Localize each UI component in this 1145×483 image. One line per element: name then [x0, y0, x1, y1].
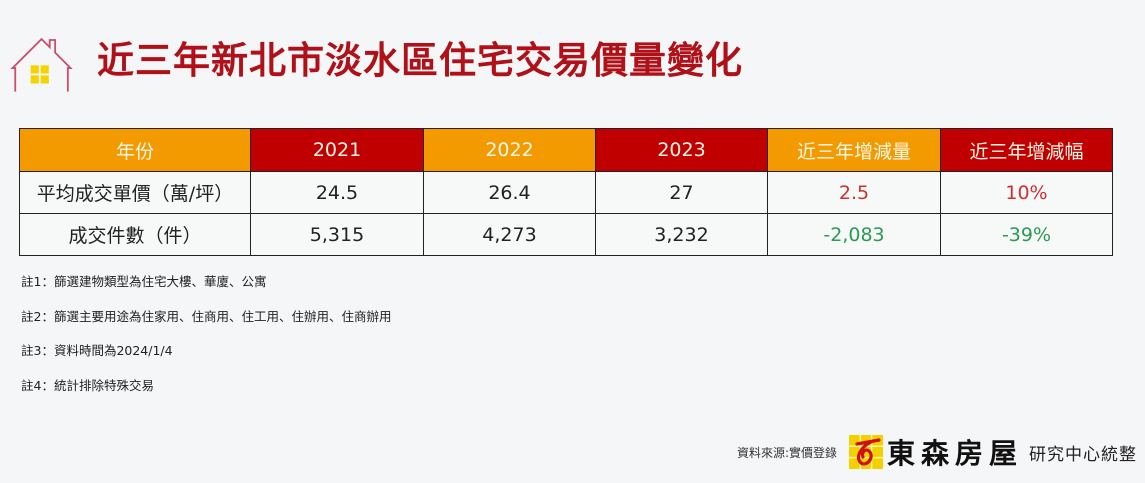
header-change: 近三年增減量 — [767, 128, 941, 172]
header-2023: 2023 — [595, 128, 768, 172]
cell-2021: 24.5 — [250, 171, 424, 214]
brand-logo-icon — [848, 435, 883, 469]
footer: 資料來源:實價登錄 東森房屋 研究中心統整 — [737, 432, 1137, 472]
note-3: 註3：資料時間為2024/1/4 — [21, 343, 173, 358]
cell-change: 2.5 — [767, 171, 941, 214]
cell-change-pct: 10% — [940, 171, 1113, 214]
note-4: 註4：統計排除特殊交易 — [21, 377, 154, 393]
header-year: 年份 — [19, 128, 251, 172]
table-row: 平均成交單價（萬/坪） 24.5 26.4 27 2.5 10% — [19, 171, 1113, 214]
row-label: 平均成交單價（萬/坪） — [19, 171, 251, 214]
cell-change-pct: -39% — [940, 213, 1113, 256]
note-1: 註1：篩選建物類型為住宅大樓、華廈、公寓 — [21, 274, 267, 289]
price-volume-table: 年份 2021 2022 2023 近三年增減量 近三年增減幅 平均成交單價（萬… — [19, 128, 1113, 256]
cell-2022: 26.4 — [423, 171, 596, 214]
header-2021: 2021 — [250, 128, 424, 172]
cell-2021: 5,315 — [250, 213, 424, 256]
notes: 註1：篩選建物類型為住宅大樓、華廈、公寓 註2：篩選主要用途為住家用、住商用、住… — [21, 273, 391, 411]
row-label: 成交件數（件） — [19, 213, 251, 256]
cell-2023: 3,232 — [595, 213, 768, 256]
table-row: 成交件數（件） 5,315 4,273 3,232 -2,083 -39% — [19, 213, 1113, 256]
page-title: 近三年新北市淡水區住宅交易價量變化 — [97, 39, 743, 82]
cell-2023: 27 — [595, 171, 768, 214]
cell-change: -2,083 — [767, 213, 941, 256]
table-header-row: 年份 2021 2022 2023 近三年增減量 近三年增減幅 — [19, 128, 1113, 172]
cell-2022: 4,273 — [423, 213, 596, 256]
header-2022: 2022 — [423, 128, 596, 172]
data-source: 資料來源:實價登錄 — [736, 445, 837, 460]
house-icon — [10, 37, 73, 92]
brand-name: 東森房屋 — [886, 437, 1023, 470]
note-2: 註2：篩選主要用途為住家用、住商用、住工用、住辦用、住商辦用 — [21, 308, 392, 324]
brand-suffix: 研究中心統整 — [1029, 444, 1137, 465]
header-change-pct: 近三年增減幅 — [940, 128, 1113, 172]
